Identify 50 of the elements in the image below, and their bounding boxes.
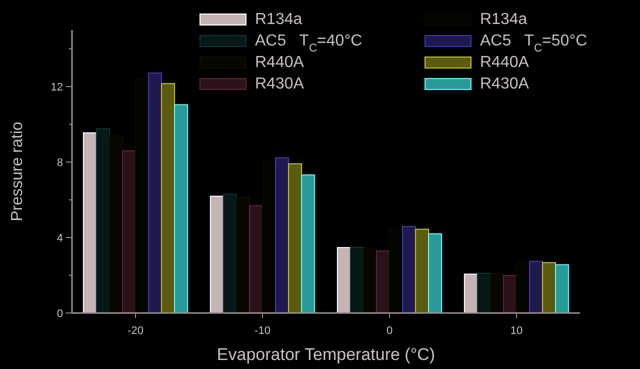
bar [135,78,150,314]
legend-label: R440A [480,54,530,71]
bar [96,128,110,314]
legend-label: R134a [480,11,528,28]
bar [402,226,416,314]
bar [336,247,351,314]
bar [389,228,404,314]
bar [301,174,316,314]
y-tick-label: 8 [56,156,63,169]
legend-label: R430A [255,76,304,92]
bar [174,104,188,314]
x-tick-label: 0 [386,325,393,337]
y-tick-label: 12 [50,81,63,94]
bar [236,197,250,314]
bar [428,233,442,314]
bar [529,260,544,314]
bar [161,83,176,314]
bar [476,272,491,314]
legend-label: AC5 T$_{C}$=50°C [480,32,588,54]
bar [275,157,290,314]
legend-label: R430A [480,76,530,92]
bar [376,250,390,314]
bar [350,246,364,314]
y-tick-label: 0 [56,308,63,320]
bar [222,194,237,314]
bar [516,262,530,314]
bar [415,228,430,314]
bar [248,205,263,314]
bar [490,273,504,314]
bar [122,150,136,314]
y-axis-title: Pressure ratio [9,122,26,222]
bar [262,160,276,314]
bar [288,163,302,314]
bar [555,264,570,314]
bar [542,262,556,314]
legend-label: R440A [255,54,304,71]
bar [210,196,224,314]
x-tick-label: 10 [510,325,523,337]
bar [502,274,517,314]
legend-label: R134a [255,11,302,28]
bar [362,248,377,314]
legend-label: AC5 T$_{C}$=40°C [255,32,362,54]
bar [148,72,162,314]
x-axis-title: Evaporator Temperature (°C) [216,345,436,364]
bar [82,132,97,314]
x-tick-label: -10 [254,325,270,337]
bar [108,135,123,314]
bar [464,274,478,314]
x-tick-label: -20 [128,325,144,337]
y-tick-label: 4 [56,232,63,244]
